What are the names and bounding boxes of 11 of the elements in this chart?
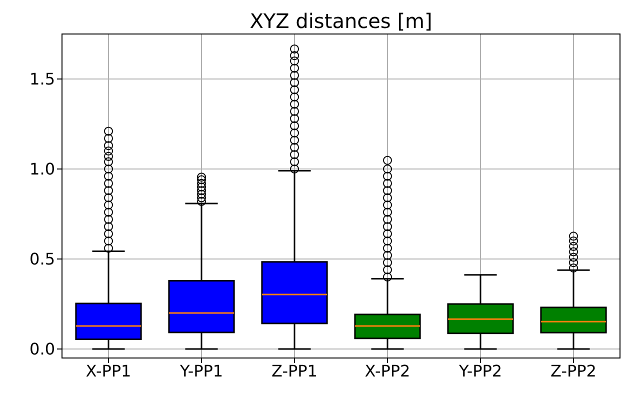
x-tick-label: Z-PP2 [550, 361, 596, 380]
x-tick-label: X-PP1 [86, 361, 132, 380]
y-tick-label: 1.5 [30, 70, 55, 89]
x-tick-label: Y-PP2 [458, 361, 502, 380]
x-tick-label: Z-PP1 [272, 361, 318, 380]
x-tick-label: X-PP2 [364, 361, 410, 380]
y-tick-label: 0.0 [30, 340, 55, 359]
x-tick-label: Y-PP1 [178, 361, 224, 380]
y-tick-label: 0.5 [30, 250, 55, 269]
y-tick-label: 1.0 [30, 160, 55, 179]
chart-title: XYZ distances [m] [250, 9, 432, 33]
